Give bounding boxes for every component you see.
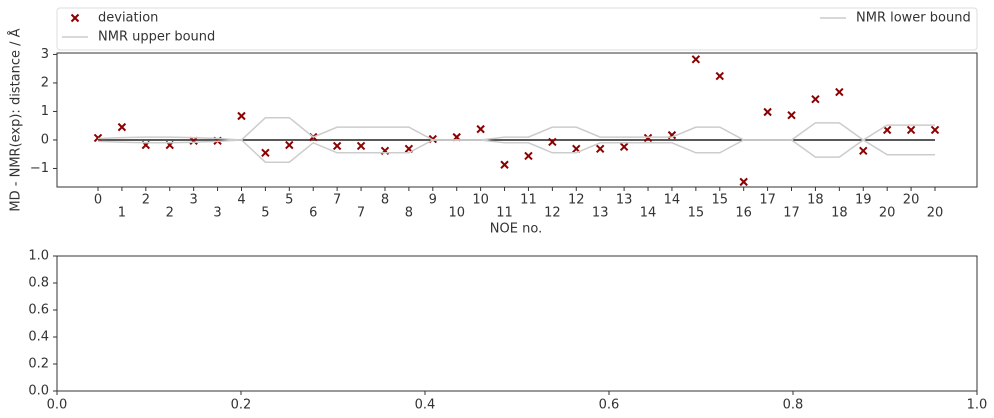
legend-marker [70,13,80,23]
deviation-marker [500,160,509,169]
x-tick-label: 2 [166,206,174,221]
deviation-marker [739,177,748,187]
deviation-marker [117,122,127,132]
x-tick-label: 20 [879,206,896,221]
y-tick-label: 0 [41,132,49,147]
x-tick-label: 11 [520,193,537,208]
x-tick-label: 0.0 [47,398,68,413]
y-tick-label: 1 [41,104,49,119]
deviation-marker [691,55,701,64]
x-tick-label: 12 [568,193,585,208]
x-tick-label: 5 [285,193,293,208]
deviation-marker [811,94,820,104]
y-tick-label: 0.0 [28,384,49,399]
bound-line [97,116,935,141]
y-tick-label: 0.2 [28,357,49,372]
deviation-marker [524,151,533,161]
x-tick-label: 17 [783,206,800,221]
deviation-marker [882,125,892,135]
x-tick-label: 0 [94,193,102,208]
plot-area [56,52,978,188]
legend-label: NMR lower bound [856,11,971,26]
x-tick-label: 18 [831,206,848,221]
y-tick-label: 0.8 [28,276,49,291]
x-tick-label: 8 [405,206,413,221]
x-tick-label: 20 [927,206,944,221]
deviation-marker [285,140,294,150]
legend-label: NMR upper bound [98,30,215,45]
x-tick-label: 15 [688,206,705,221]
x-tick-label: 7 [333,193,341,208]
x-tick-label: 0.4 [415,398,436,413]
deviation-marker [619,142,629,152]
x-tick-label: 0.6 [599,398,620,413]
x-tick-label: 18 [807,193,824,208]
x-tick-label: 17 [759,193,776,208]
x-tick-label: 0.2 [231,398,252,413]
x-tick-label: 5 [261,206,269,221]
x-tick-label: 14 [640,206,657,221]
deviation-marker [906,125,916,135]
x-tick-label: 14 [664,193,681,208]
y-tick-label: 1.0 [28,249,49,264]
x-tick-label: 12 [544,206,561,221]
y-tick-label: 3 [41,47,49,62]
deviation-marker [859,146,868,155]
x-tick-label: 2 [142,193,150,208]
x-tick-label: 6 [309,206,317,221]
x-tick-label: 11 [496,206,513,221]
x-tick-label: 15 [711,193,728,208]
x-tick-label: 1 [118,206,126,221]
y-tick-label: 0.6 [28,303,49,318]
plot-area [56,255,978,392]
y-axis-label: MD - NMR(exp): distance / Å [8,28,24,211]
x-tick-label: 0.8 [783,398,804,413]
x-tick-label: 16 [735,206,752,221]
legend-box [56,7,978,51]
x-tick-label: 3 [213,206,221,221]
deviation-marker [930,125,940,135]
deviation-marker [261,148,270,157]
x-tick-label: 8 [381,193,389,208]
x-tick-label: 3 [190,193,198,208]
legend-label: deviation [98,11,158,26]
y-tick-label: 0.4 [28,330,49,345]
deviation-marker [548,137,557,147]
deviation-marker [715,71,724,81]
deviation-marker [595,144,605,154]
deviation-marker [332,141,342,151]
x-tick-label: 9 [429,193,437,208]
deviation-marker [356,141,366,151]
x-tick-label: 1.0 [967,398,988,413]
x-tick-label: 7 [357,206,365,221]
x-tick-label: 20 [903,193,920,208]
y-tick-label: −1 [30,161,49,176]
x-tick-label: 10 [472,193,489,208]
deviation-marker [237,111,246,121]
x-tick-label: 13 [616,193,633,208]
bound-line [97,139,935,163]
x-tick-label: 19 [855,193,872,208]
deviation-marker [787,110,796,120]
deviation-marker [643,133,653,143]
deviation-marker [763,107,772,117]
deviation-marker [476,124,485,134]
x-tick-label: 4 [237,193,245,208]
x-tick-label: 13 [592,206,609,221]
x-tick-label: 10 [448,206,465,221]
y-tick-label: 2 [41,75,49,90]
deviation-marker [835,87,844,97]
x-axis-label: NOE no. [490,222,542,237]
